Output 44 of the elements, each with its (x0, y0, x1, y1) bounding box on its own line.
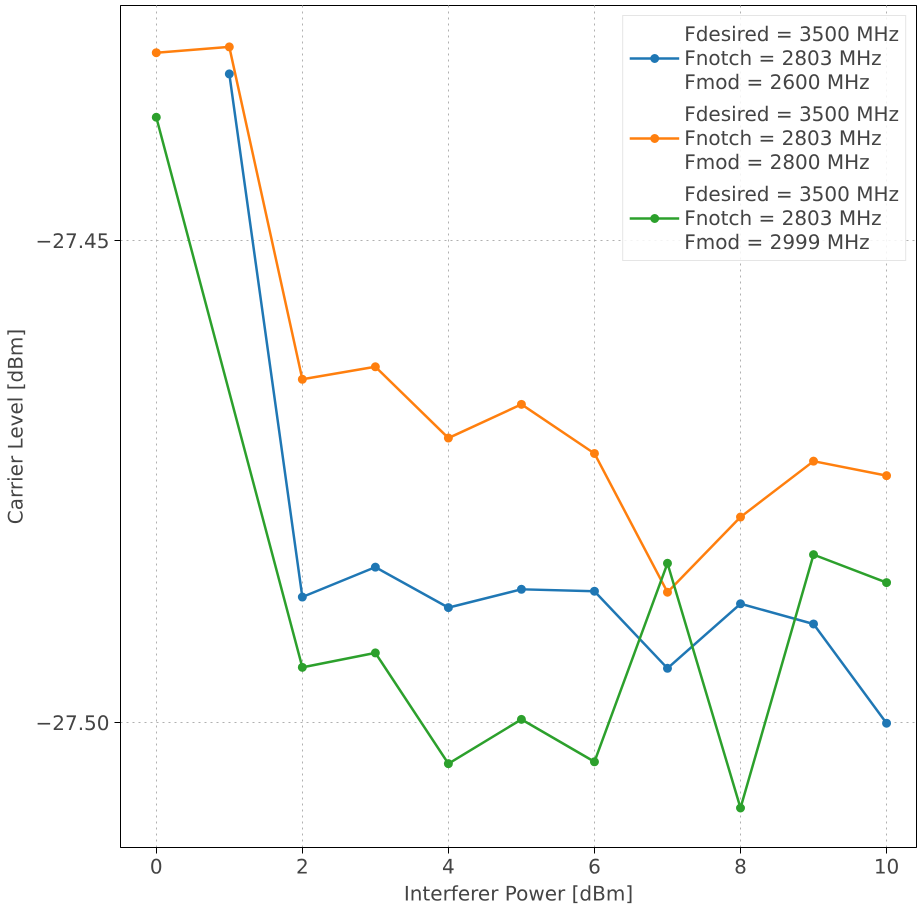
point (882, 718, 892, 728)
x-tick-label: 4 (442, 854, 455, 878)
x-tick-label: 8 (734, 854, 747, 878)
point (662, 588, 672, 597)
point (662, 558, 672, 568)
point (298, 374, 307, 384)
point (736, 599, 746, 608)
x-tick-label: 10 (874, 854, 900, 878)
x-tick-label: 0 (150, 854, 163, 878)
point (370, 562, 380, 572)
point (809, 456, 818, 466)
point (444, 603, 453, 612)
legend-label: Fdesired = 3500 MHz Fnotch = 2803 MHz Fmod = 2800 MHz (684, 102, 899, 174)
point (298, 662, 307, 672)
point (298, 592, 307, 602)
point (809, 620, 818, 628)
point (882, 578, 892, 588)
point (516, 400, 526, 409)
point (152, 48, 161, 58)
point (224, 69, 234, 78)
point (370, 362, 380, 372)
point (662, 664, 672, 673)
point (224, 42, 234, 52)
y-tick-label: −27.45 (35, 229, 110, 254)
point (590, 757, 599, 766)
y-axis-title: Carrier Level [dBm] (3, 328, 28, 524)
legend-label: Fdesired = 3500 MHz Fnotch = 2803 MHz Fmod = 2600 MHz (684, 22, 899, 94)
legend-label: Fdesired = 3500 MHz Fnotch = 2803 MHz Fmod = 2999 MHz (684, 182, 899, 254)
point (444, 759, 453, 768)
point (882, 471, 892, 480)
y-tick-label: −27.50 (35, 710, 110, 735)
point (516, 584, 526, 594)
x-axis-title: Interferer Power [dBm] (404, 882, 634, 906)
point (736, 512, 746, 522)
point (152, 112, 161, 122)
point (736, 804, 746, 812)
x-tick-label: 6 (588, 854, 601, 878)
point (809, 550, 818, 560)
point (370, 648, 380, 658)
point (590, 448, 599, 458)
point (444, 434, 453, 443)
point (590, 586, 599, 596)
point (516, 714, 526, 724)
x-tick-label: 2 (296, 854, 309, 878)
